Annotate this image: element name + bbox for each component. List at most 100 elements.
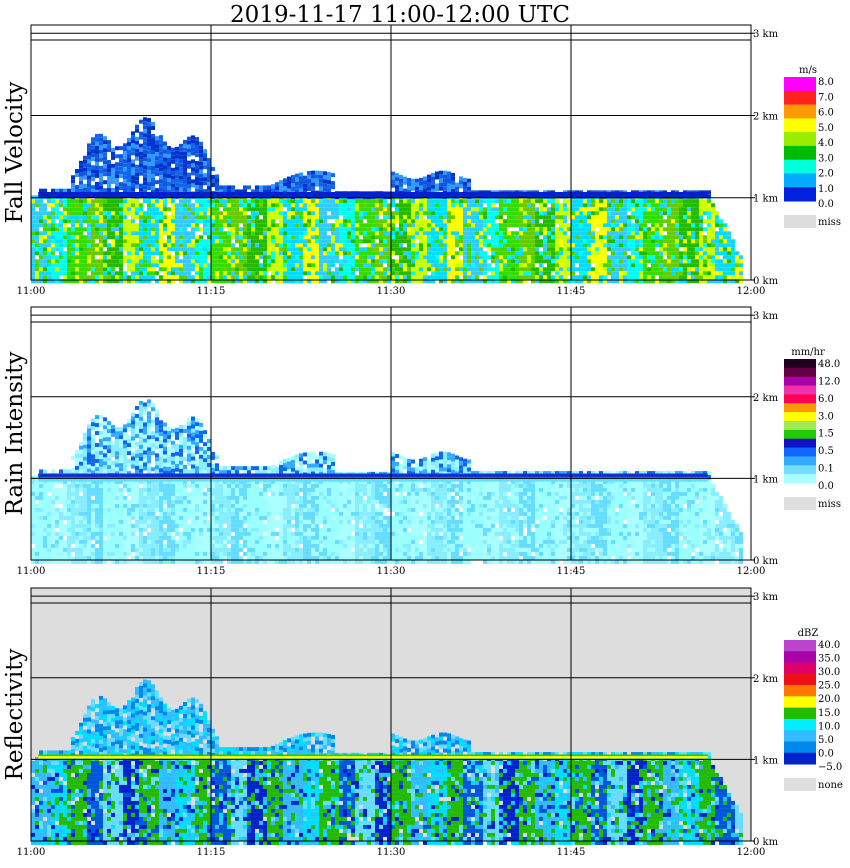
- echo-cell: [35, 227, 39, 232]
- echo-cell: [271, 223, 275, 228]
- echo-cell: [95, 215, 99, 220]
- echo-cell: [187, 180, 191, 185]
- echo-cell: [159, 247, 163, 252]
- echo-cell: [495, 279, 499, 284]
- echo-cell: [315, 219, 319, 224]
- echo-cell: [231, 219, 235, 224]
- echo-cell: [203, 259, 207, 264]
- echo-cell: [735, 255, 739, 260]
- echo-cell: [159, 267, 163, 272]
- echo-cell: [87, 259, 91, 264]
- echo-cell: [87, 483, 91, 488]
- echo-cell: [563, 215, 567, 220]
- echo-cell: [519, 259, 523, 264]
- echo-cell: [355, 251, 359, 256]
- echo-cell: [543, 223, 547, 228]
- echo-cell: [103, 479, 107, 484]
- echo-cell: [603, 255, 607, 260]
- echo-cell: [555, 211, 559, 216]
- echo-cell: [63, 227, 67, 232]
- echo-cell: [319, 227, 323, 232]
- echo-cell: [611, 223, 615, 228]
- echo-cell: [331, 207, 335, 212]
- echo-cell: [279, 271, 283, 276]
- echo-cell: [563, 203, 567, 208]
- echo-cell: [67, 519, 71, 524]
- echo-cell: [115, 162, 119, 167]
- echo-cell: [55, 495, 59, 500]
- echo-cell: [579, 215, 583, 220]
- echo-cell: [75, 239, 79, 244]
- echo-cell: [275, 243, 279, 248]
- echo-cell: [203, 271, 207, 276]
- echo-cell: [195, 207, 199, 212]
- echo-cell: [543, 243, 547, 248]
- echo-cell: [95, 499, 99, 504]
- echo-cell: [487, 203, 491, 208]
- echo-cell: [115, 223, 119, 228]
- echo-cell: [631, 207, 635, 212]
- echo-cell: [135, 251, 139, 256]
- echo-cell: [87, 235, 91, 240]
- echo-cell: [195, 227, 199, 232]
- echo-cell: [483, 215, 487, 220]
- echo-cell: [607, 223, 611, 228]
- echo-cell: [559, 207, 563, 212]
- echo-cell: [327, 199, 331, 204]
- echo-cell: [291, 219, 295, 224]
- echo-cell: [555, 251, 559, 256]
- echo-cell: [375, 247, 379, 252]
- echo-cell: [51, 499, 55, 504]
- echo-cell: [199, 165, 203, 170]
- echo-cell: [115, 219, 119, 224]
- echo-cell: [163, 185, 167, 190]
- echo-cell: [655, 219, 659, 224]
- echo-cell: [263, 255, 267, 260]
- echo-cell: [379, 207, 383, 212]
- echo-cell: [35, 519, 39, 524]
- echo-cell: [83, 559, 87, 564]
- echo-cell: [371, 203, 375, 208]
- echo-cell: [315, 178, 319, 183]
- echo-cell: [47, 231, 51, 236]
- echo-cell: [491, 279, 495, 284]
- echo-cell: [651, 199, 655, 204]
- echo-cell: [163, 145, 167, 150]
- echo-cell: [603, 203, 607, 208]
- echo-cell: [271, 267, 275, 272]
- echo-cell: [527, 275, 531, 280]
- echo-cell: [35, 219, 39, 224]
- echo-cell: [359, 219, 363, 224]
- echo-cell: [139, 135, 143, 140]
- echo-cell: [279, 275, 283, 280]
- echo-cell: [167, 165, 171, 170]
- echo-cell: [399, 279, 403, 284]
- echo-cell: [71, 267, 75, 272]
- echo-cell: [47, 227, 51, 232]
- echo-cell: [663, 227, 667, 232]
- echo-cell: [175, 267, 179, 272]
- echo-cell: [43, 507, 47, 512]
- echo-cell: [63, 515, 67, 520]
- echo-cell: [459, 271, 463, 276]
- echo-cell: [127, 146, 131, 151]
- echo-cell: [343, 263, 347, 268]
- echo-cell: [247, 231, 251, 236]
- echo-cell: [519, 235, 523, 240]
- echo-cell: [111, 479, 115, 484]
- echo-cell: [303, 255, 307, 260]
- echo-cell: [79, 483, 83, 488]
- echo-cell: [95, 235, 99, 240]
- echo-cell: [71, 263, 75, 268]
- echo-cell: [71, 511, 75, 516]
- echo-cell: [599, 271, 603, 276]
- echo-cell: [191, 167, 195, 172]
- echo-cell: [711, 207, 715, 212]
- echo-cell: [179, 159, 183, 164]
- echo-cell: [591, 235, 595, 240]
- echo-cell: [303, 251, 307, 256]
- echo-cell: [75, 499, 79, 504]
- echo-cell: [247, 263, 251, 268]
- echo-cell: [591, 223, 595, 228]
- echo-cell: [119, 199, 123, 204]
